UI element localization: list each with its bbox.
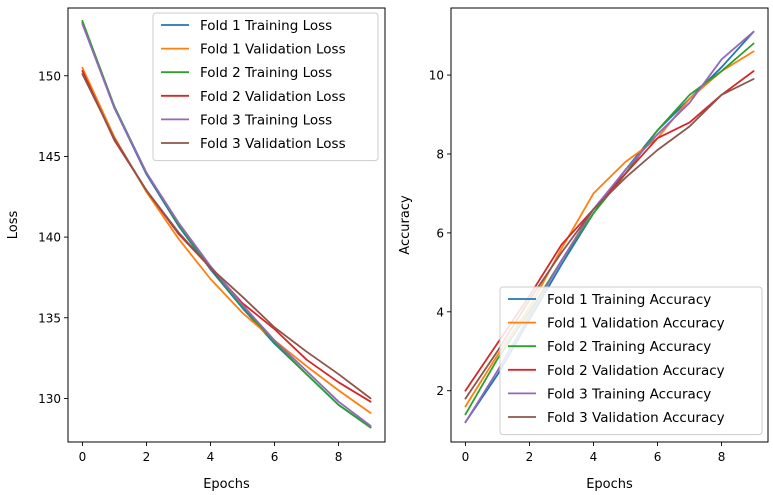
- series-line: [81, 73, 372, 400]
- legend-entry: Fold 3 Validation Loss: [200, 136, 346, 152]
- x-tick-label: 6: [271, 450, 279, 464]
- y-tick-label: 130: [38, 392, 61, 406]
- legend-entry: Fold 3 Training Loss: [200, 112, 332, 128]
- y-tick-label: 8: [436, 147, 444, 161]
- x-tick-label: 2: [526, 450, 534, 464]
- x-axis-label: Epochs: [203, 477, 250, 492]
- y-tick-label: 135: [38, 311, 61, 325]
- legend-entry: Fold 1 Training Loss: [200, 18, 332, 34]
- x-tick-label: 8: [718, 450, 726, 464]
- legend-entry: Fold 2 Validation Loss: [200, 89, 346, 105]
- x-tick-label: 4: [207, 450, 215, 464]
- legend-entry: Fold 2 Training Accuracy: [547, 339, 711, 355]
- x-tick-label: 2: [143, 450, 151, 464]
- x-axis-label: Epochs: [586, 477, 633, 492]
- y-tick-label: 2: [436, 384, 444, 398]
- legend-box: [152, 12, 379, 162]
- y-tick-label: 10: [429, 69, 444, 83]
- legend-entry: Fold 2 Validation Accuracy: [547, 363, 725, 379]
- legend-entry: Fold 1 Validation Loss: [200, 42, 346, 58]
- y-tick-label: 6: [436, 226, 444, 240]
- series-line: [81, 23, 372, 427]
- x-tick-label: 4: [590, 450, 598, 464]
- loss-chart: 0 2 4 6 8 130 135 140 145 150 Epochs Loss Fold 1 Tra…: [6, 7, 386, 492]
- accuracy-chart: 0 2 4 6 8 2 4 6 8 10 Epochs Accuracy Fold 1 Training…: [398, 7, 769, 492]
- y-axis-label: Loss: [6, 211, 21, 240]
- legend-box: [499, 286, 763, 436]
- y-axis-label: Accuracy: [398, 195, 413, 255]
- x-tick-label: 8: [335, 450, 343, 464]
- legend-entry: Fold 1 Training Accuracy: [547, 292, 711, 308]
- x-tick-label: 0: [462, 450, 470, 464]
- x-tick-label: 6: [654, 450, 662, 464]
- x-tick-label: 0: [79, 450, 87, 464]
- legend-entry: Fold 1 Validation Accuracy: [547, 316, 725, 332]
- legend-entry: Fold 2 Training Loss: [200, 65, 332, 81]
- y-tick-label: 145: [38, 150, 61, 164]
- legend-entry: Fold 3 Training Accuracy: [547, 386, 711, 402]
- legend-entry: Fold 3 Validation Accuracy: [547, 410, 725, 426]
- y-tick-label: 150: [38, 69, 61, 83]
- y-tick-label: 140: [38, 231, 61, 245]
- y-tick-label: 4: [436, 305, 444, 319]
